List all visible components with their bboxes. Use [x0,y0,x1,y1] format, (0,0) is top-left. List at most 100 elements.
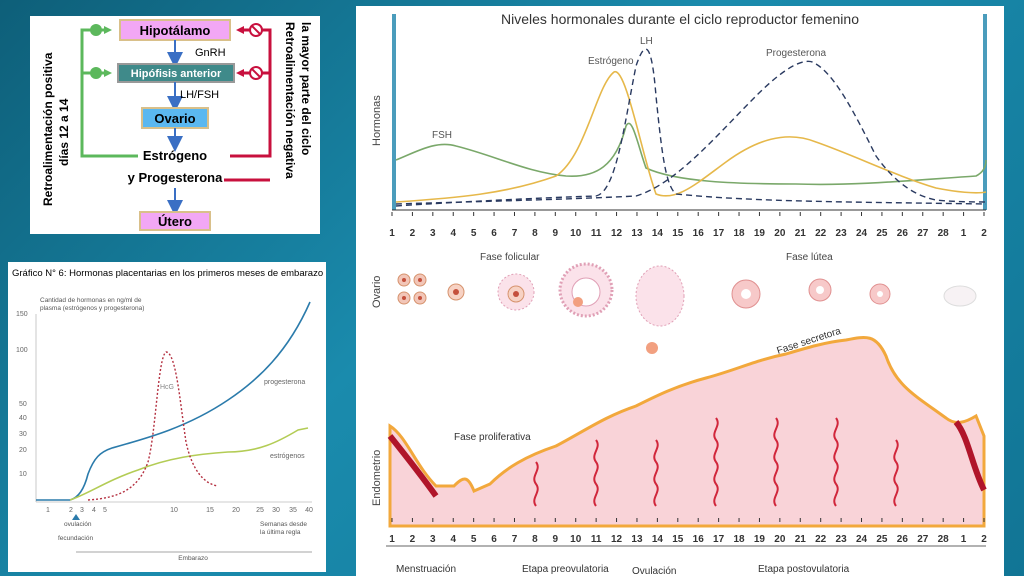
stage-preovulatory: Etapa preovulatoria [522,564,609,575]
placental-ylabel-1: Cantidad de hormonas en ng/ml de [40,297,142,304]
day-tick-label: 22 [815,534,827,545]
day-tick-label: 3 [430,228,436,239]
luteal-phase-label: Fase lútea [786,252,833,263]
day-tick-label: 25 [876,534,888,545]
day-tick-label: 15 [672,228,684,239]
day-tick-label: 28 [938,228,950,239]
xtick-2: 2 [69,507,73,514]
day-tick-label: 14 [652,228,664,239]
day-tick-label: 12 [611,228,623,239]
day-tick-label: 18 [733,228,745,239]
day-tick-label: 9 [553,534,559,545]
day-tick-label: 17 [713,534,725,545]
xlabel-2: la última regla [260,529,301,536]
day-tick-label: 2 [410,534,416,545]
day-tick-label: 2 [981,228,987,239]
hcg-curve [87,351,219,501]
day-tick-label: 2 [410,228,416,239]
stage-menstruation: Menstruación [396,564,456,575]
xtick-30: 30 [272,507,280,514]
progesterone-label-cycle: Progesterona [766,48,826,59]
day-tick-label: 24 [856,228,868,239]
positive-feedback-line [80,28,138,158]
day-tick-label: 6 [491,534,497,545]
day-tick-label: 7 [512,228,518,239]
day-tick-label: 1 [961,534,967,545]
lh-curve [395,48,987,207]
estrogen-label: Estrógeno [143,148,207,163]
cycle-chart-panel: Niveles hormonales durante el ciclo repr… [356,6,1004,576]
progesterone-curve-label: progesterona [264,379,305,386]
day-tick-label: 5 [471,534,477,545]
gnrh-label: GnRH [195,47,226,59]
proliferative-phase-label: Fase proliferativa [454,432,531,443]
day-tick-label: 9 [553,228,559,239]
ytick-50: 50 [19,401,27,408]
ovulation-label: ovulación [64,521,92,528]
fsh-curve [395,122,987,186]
day-tick-label: 19 [754,534,766,545]
day-tick-label: 17 [713,228,725,239]
ytick-30: 30 [19,431,27,438]
day-tick-label: 20 [774,228,786,239]
positive-icon-pit [90,67,102,79]
day-tick-label: 16 [693,534,705,545]
estrogen-label-cycle: Estrógeno [588,56,634,67]
day-tick-label: 21 [795,228,807,239]
placental-chart-title: Gráfico N° 6: Hormonas placentarias en l… [12,268,323,279]
pituitary-label: Hipófisis anterior [131,68,222,80]
ytick-100: 100 [16,347,28,354]
ovary-ylabel: Ovario [371,276,383,308]
day-tick-label: 14 [652,534,664,545]
day-tick-label: 26 [897,534,909,545]
day-tick-label: 26 [897,228,909,239]
endometrium-layer [388,336,986,528]
cycle-chart: Niveles hormonales durante el ciclo repr… [371,11,987,576]
ytick-150: 150 [16,311,28,318]
follicular-phase-label: Fase folicular [480,252,540,263]
hcg-label: HcG [160,384,174,391]
day-ticks-top: 1 2 3 4 5 6 7 8 9 10 11 12 13 14 15 16 17 18 19 20 21 22 23 24 2… [389,212,987,239]
day-tick-label: 27 [917,228,929,239]
ovary-label: Ovario [154,111,195,126]
day-tick-label: 12 [611,534,623,545]
xtick-20: 20 [232,507,240,514]
placental-chart: Gráfico N° 6: Hormonas placentarias en l… [12,268,323,562]
negative-feedback-text-1: Retroalimentación negativa [283,22,297,179]
day-tick-label: 18 [733,534,745,545]
day-tick-label: 5 [471,228,477,239]
stage-postovulatory: Etapa postovulatoria [758,564,850,575]
ytick-10: 10 [19,471,27,478]
day-tick-label: 1 [961,228,967,239]
day-tick-label: 3 [430,534,436,545]
day-tick-label: 27 [917,534,929,545]
fsh-label: FSH [432,130,452,141]
progesterone-curve [36,301,311,501]
xtick-5: 5 [103,507,107,514]
day-tick-label: 13 [631,534,643,545]
day-tick-label: 6 [491,228,497,239]
day-tick-label: 16 [693,228,705,239]
progesterone-curve-cycle [395,60,987,205]
day-ticks-bottom: 1 2 3 4 5 6 7 8 9 10 11 12 13 14 15 16 17 18 19 20 21 22 23 24 2… [389,518,987,545]
estrogen-curve-cycle [395,71,987,203]
day-tick-label: 4 [450,228,456,239]
day-tick-label: 10 [570,228,582,239]
day-tick-label: 21 [795,534,807,545]
endometrium-ylabel: Endometrio [371,450,383,506]
ovary-follicles [397,262,977,354]
day-tick-label: 22 [815,228,827,239]
stage-ovulation: Ovulación [632,566,676,576]
ytick-20: 20 [19,447,27,454]
placental-chart-panel: Gráfico N° 6: Hormonas placentarias en l… [8,262,326,572]
day-tick-label: 1 [389,228,395,239]
day-tick-label: 28 [938,534,950,545]
day-tick-label: 1 [389,534,395,545]
cycle-chart-title: Niveles hormonales durante el ciclo repr… [501,11,859,27]
fertilization-label: fecundación [58,535,93,542]
day-tick-label: 24 [856,534,868,545]
xtick-35: 35 [289,507,297,514]
xtick-15: 15 [206,507,214,514]
pregnancy-label: Embarazo [178,555,208,562]
estrogen-curve [69,427,309,501]
